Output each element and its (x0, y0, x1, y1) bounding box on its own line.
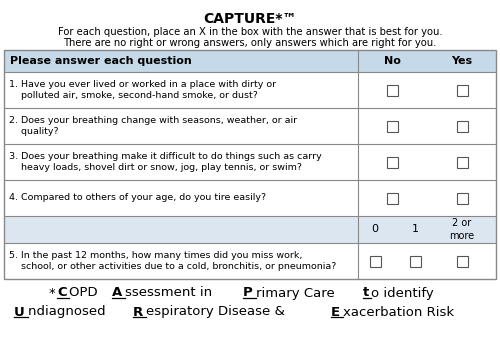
Bar (4, 50, 496, 72)
Text: espiratory Disease &: espiratory Disease & (146, 306, 290, 319)
Bar (386, 192, 398, 204)
Text: E: E (331, 306, 340, 319)
Bar (456, 156, 468, 168)
Text: P: P (243, 287, 252, 300)
Bar (4, 144, 496, 180)
Text: CAPTURE*™: CAPTURE*™ (204, 12, 296, 26)
Text: 1: 1 (412, 224, 418, 235)
Bar (4, 180, 496, 216)
Bar (370, 255, 380, 267)
Text: 1. Have you ever lived or worked in a place with dirty or
    polluted air, smok: 1. Have you ever lived or worked in a pl… (9, 80, 276, 100)
Bar (456, 120, 468, 132)
Text: R: R (133, 306, 143, 319)
Bar (456, 85, 468, 96)
Bar (4, 108, 496, 144)
Text: OPD: OPD (70, 287, 102, 300)
Text: 2 or
more: 2 or more (450, 218, 474, 241)
Text: rimary Care: rimary Care (256, 287, 338, 300)
Text: o identify: o identify (370, 287, 434, 300)
Text: 3. Does your breathing make it difficult to do things such as carry
    heavy lo: 3. Does your breathing make it difficult… (9, 152, 322, 172)
Bar (4, 243, 496, 279)
Text: There are no right or wrong answers, only answers which are right for you.: There are no right or wrong answers, onl… (64, 38, 436, 48)
Bar (456, 192, 468, 204)
Text: No: No (384, 56, 400, 66)
Bar (410, 255, 420, 267)
Bar (4, 50, 496, 279)
Bar (386, 120, 398, 132)
Text: Yes: Yes (452, 56, 472, 66)
Text: C: C (57, 287, 66, 300)
Text: 2. Does your breathing change with seasons, weather, or air
    quality?: 2. Does your breathing change with seaso… (9, 116, 297, 136)
Text: Please answer each question: Please answer each question (10, 56, 192, 66)
Text: xacerbation Risk: xacerbation Risk (343, 306, 454, 319)
Text: ndiagnosed: ndiagnosed (28, 306, 110, 319)
Text: t: t (362, 287, 369, 300)
Text: ssessment in: ssessment in (125, 287, 216, 300)
Bar (456, 255, 468, 267)
Text: For each question, place an X in the box with the answer that is best for you.: For each question, place an X in the box… (58, 27, 442, 37)
Text: A: A (112, 287, 122, 300)
Text: 5. In the past 12 months, how many times did you miss work,
    school, or other: 5. In the past 12 months, how many times… (9, 251, 336, 271)
Text: U: U (14, 306, 24, 319)
Text: 4. Compared to others of your age, do you tire easily?: 4. Compared to others of your age, do yo… (9, 193, 266, 203)
Bar (4, 216, 496, 243)
Bar (4, 72, 496, 108)
Bar (386, 156, 398, 168)
Bar (386, 85, 398, 96)
Text: 0: 0 (372, 224, 378, 235)
Text: *: * (48, 287, 55, 300)
